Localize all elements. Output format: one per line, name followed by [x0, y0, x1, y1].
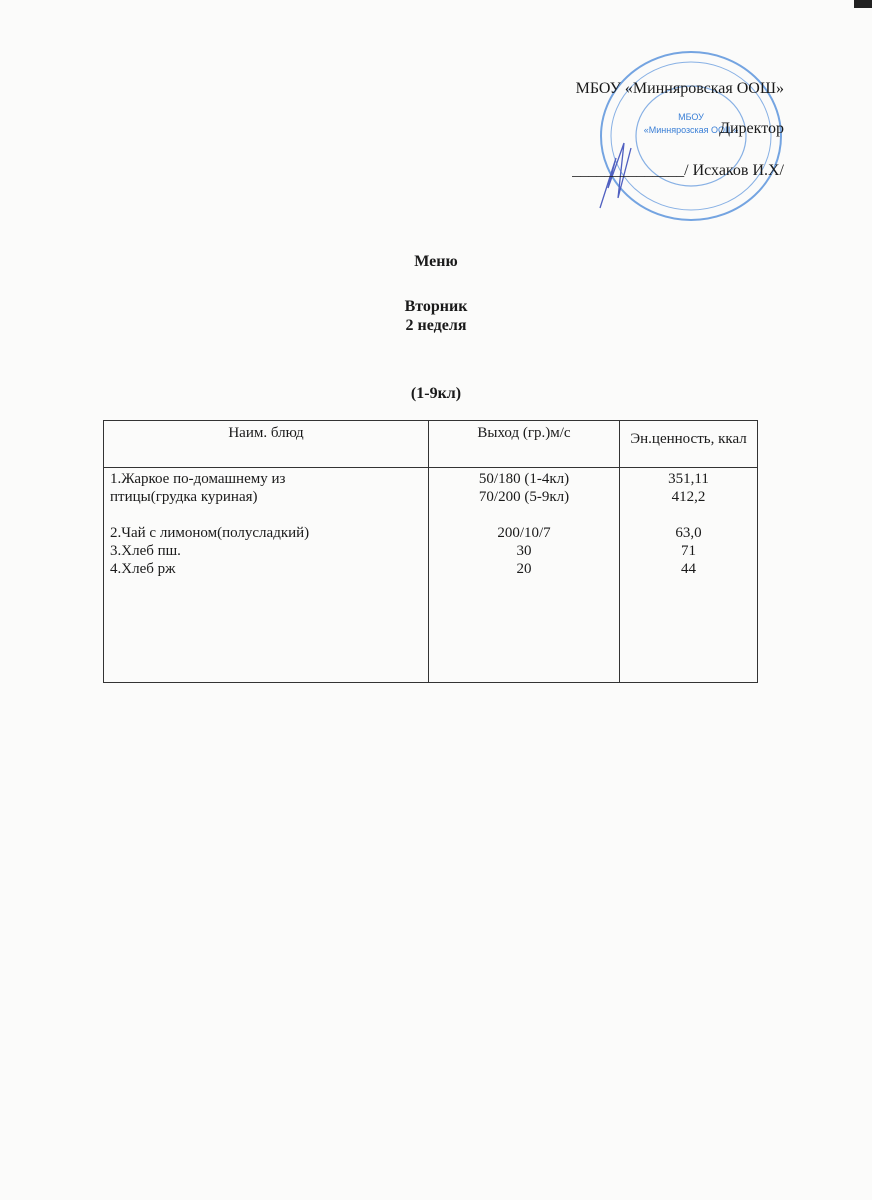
classes-label: (1-9кл): [410, 385, 462, 402]
dish-name: 2.Чай с лимоном(полусладкий): [110, 525, 310, 541]
dish-name: 4.Хлеб рж: [110, 561, 176, 577]
day-label: Вторник: [404, 298, 468, 315]
dish-name: 1.Жаркое по-домашнему из птицы(грудка ку…: [110, 471, 286, 505]
table-header-row: Наим. блюд Выход (гр.)м/с Эн.ценность, к…: [103, 420, 758, 468]
director-signature: ______________/ Исхаков И.Х/: [572, 162, 784, 179]
yield-column: 50/180 (1-4кл) 70/200 (5-9кл) 200/10/7 3…: [428, 467, 620, 683]
svg-text:МБОУ: МБОУ: [678, 112, 704, 122]
official-stamp: МБОУ «Миннярозская ООШ»: [599, 51, 782, 221]
yield-value: 30: [516, 543, 532, 559]
kcal-value: 412,2: [671, 489, 706, 505]
yield-value: 200/10/7: [497, 525, 551, 541]
header-kcal: Эн.ценность, ккал: [619, 420, 758, 468]
kcal-value: 63,0: [675, 525, 702, 541]
svg-text:«Миннярозская ООШ»: «Миннярозская ООШ»: [644, 125, 739, 135]
yield-value: 20: [516, 561, 532, 577]
kcal-value: 351,11: [668, 471, 709, 487]
org-name: МБОУ «Минняровская ООШ»: [575, 80, 784, 97]
dish-column: 1.Жаркое по-домашнему из птицы(грудка ку…: [103, 467, 429, 683]
kcal-column: 351,11 412,2 63,0 71 44: [619, 467, 758, 683]
week-label: 2 неделя: [405, 317, 467, 334]
header-dish: Наим. блюд: [103, 420, 429, 468]
yield-value: 70/200 (5-9кл): [478, 489, 570, 505]
scan-edge: [854, 0, 872, 8]
dish-name: 3.Хлеб пш.: [110, 543, 181, 559]
menu-table: Наим. блюд Выход (гр.)м/с Эн.ценность, к…: [103, 420, 758, 683]
director-position: Директор: [719, 120, 784, 137]
kcal-value: 44: [681, 561, 696, 577]
document-title: Меню: [414, 253, 458, 270]
header-yield: Выход (гр.)м/с: [428, 420, 620, 468]
kcal-value: 71: [681, 543, 696, 559]
yield-value: 50/180 (1-4кл): [478, 471, 570, 487]
table-body-row: 1.Жаркое по-домашнему из птицы(грудка ку…: [103, 467, 758, 683]
